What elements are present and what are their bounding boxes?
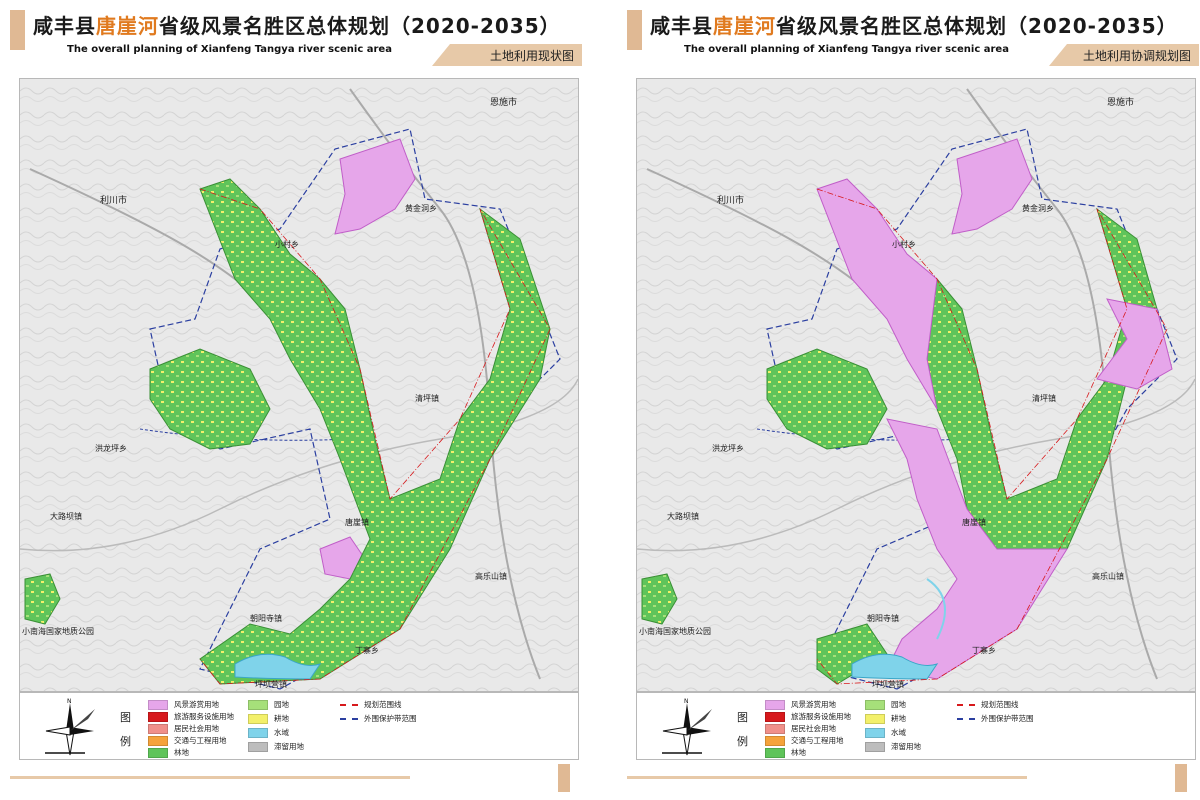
legend-head-1: 图 — [120, 711, 131, 724]
legend-item-water: 水域 — [248, 727, 289, 738]
page-title: 咸丰县唐崖河省级风景名胜区总体规划（2020-2035） — [650, 14, 1178, 38]
page-title-en: The overall planning of Xianfeng Tangya … — [67, 44, 392, 55]
label-dalubajiao: 大路坝镇 — [667, 511, 699, 521]
label-enshi: 恩施市 — [490, 96, 517, 108]
label-qingping: 清坪镇 — [1032, 393, 1056, 403]
label-gaoleshan: 高乐山镇 — [1092, 571, 1124, 581]
svg-text:N: N — [67, 698, 72, 705]
legend-item-reserved: 滞留用地 — [865, 741, 921, 752]
north-arrow-icon: N — [662, 698, 712, 756]
label-lichuan: 利川市 — [717, 194, 744, 206]
legend-head-1: 图 — [737, 711, 748, 724]
label-dingzhai: 丁寨乡 — [355, 645, 379, 655]
page-title-en: The overall planning of Xianfeng Tangya … — [684, 44, 1009, 55]
legend-item-water: 水域 — [865, 727, 906, 738]
footer-block — [1175, 764, 1187, 792]
label-tangya: 唐崖镇 — [345, 517, 369, 527]
legend-head-2: 例 — [120, 735, 131, 748]
legend-item-farmland: 耕地 — [248, 713, 289, 724]
title-accent-bar — [627, 10, 642, 50]
map-planned[interactable]: 恩施市 利川市 黄金洞乡 小村乡 清坪镇 洪龙坪乡 大路坝镇 唐崖镇 高乐山镇 … — [636, 78, 1196, 692]
legend-item-garden: 园地 — [248, 699, 289, 710]
label-chaoyangsi: 朝阳寺镇 — [867, 613, 899, 623]
legend-item-buffer-boundary: 外围保护带范围 — [957, 713, 1034, 724]
legend-item-farmland: 耕地 — [865, 713, 906, 724]
north-arrow-icon: N — [45, 698, 95, 756]
map-current[interactable]: 恩施市 利川市 黄金洞乡 小村乡 清坪镇 洪龙坪乡 大路坝镇 唐崖镇 高乐山镇 … — [19, 78, 579, 692]
map-canvas: 恩施市 利川市 黄金洞乡 小村乡 清坪镇 洪龙坪乡 大路坝镇 唐崖镇 高乐山镇 … — [20, 79, 578, 691]
legend-item-scenic: 风景游赏用地 — [765, 699, 836, 710]
legend-item-resident: 居民社会用地 — [148, 723, 219, 734]
label-park: 小南海国家地质公园 — [639, 626, 711, 636]
label-huangjindong: 黄金洞乡 — [1022, 203, 1054, 213]
legend-item-resident: 居民社会用地 — [765, 723, 836, 734]
svg-text:N: N — [684, 698, 689, 705]
panel-planned-landuse: 咸丰县唐崖河省级风景名胜区总体规划（2020-2035） The overall… — [622, 0, 1200, 800]
footer-block — [558, 764, 570, 792]
map-canvas: 恩施市 利川市 黄金洞乡 小村乡 清坪镇 洪龙坪乡 大路坝镇 唐崖镇 高乐山镇 … — [637, 79, 1195, 691]
footer-line — [10, 776, 410, 779]
legend: N 图 例 风景游赏用地 旅游服务设施用地 居民社会用地 交通与工程用地 林地 … — [19, 692, 579, 760]
legend-item-scenic: 风景游赏用地 — [148, 699, 219, 710]
label-enshi: 恩施市 — [1107, 96, 1134, 108]
label-huangjindong: 黄金洞乡 — [405, 203, 437, 213]
label-park: 小南海国家地质公园 — [22, 626, 94, 636]
subtitle-box — [432, 44, 582, 66]
legend-item-plan-boundary: 规划范围线 — [957, 699, 1019, 710]
panel-current-landuse: 咸丰县唐崖河省级风景名胜区总体规划（2020-2035） The overall… — [5, 0, 590, 800]
label-dalubajiao: 大路坝镇 — [50, 511, 82, 521]
legend-item-buffer-boundary: 外围保护带范围 — [340, 713, 417, 724]
legend: N 图 例 风景游赏用地 旅游服务设施用地 居民社会用地 交通与工程用地 林地 … — [636, 692, 1196, 760]
label-hongshiping: 洪龙坪乡 — [712, 443, 744, 453]
label-qingping: 清坪镇 — [415, 393, 439, 403]
label-gaoleshan: 高乐山镇 — [475, 571, 507, 581]
legend-head-2: 例 — [737, 735, 748, 748]
title-accent-bar — [10, 10, 25, 50]
map-subtitle: 土地利用现状图 — [489, 49, 574, 63]
label-pingbaying: 坪坝营镇 — [872, 679, 904, 689]
subtitle-box — [1049, 44, 1199, 66]
legend-item-service: 旅游服务设施用地 — [148, 711, 234, 722]
legend-item-reserved: 滞留用地 — [248, 741, 304, 752]
legend-item-forest: 林地 — [765, 747, 806, 758]
label-chaoyangsi: 朝阳寺镇 — [250, 613, 282, 623]
page-title: 咸丰县唐崖河省级风景名胜区总体规划（2020-2035） — [33, 14, 561, 38]
legend-item-traffic: 交通与工程用地 — [765, 735, 844, 746]
legend-item-forest: 林地 — [148, 747, 189, 758]
label-dingzhai: 丁寨乡 — [972, 645, 996, 655]
legend-item-service: 旅游服务设施用地 — [765, 711, 851, 722]
label-xiaocun: 小村乡 — [275, 239, 299, 249]
footer-line — [627, 776, 1027, 779]
label-hongshiping: 洪龙坪乡 — [95, 443, 127, 453]
label-pingbaying: 坪坝营镇 — [255, 679, 287, 689]
label-tangya: 唐崖镇 — [962, 517, 986, 527]
legend-item-plan-boundary: 规划范围线 — [340, 699, 402, 710]
label-lichuan: 利川市 — [100, 194, 127, 206]
legend-item-garden: 园地 — [865, 699, 906, 710]
map-subtitle: 土地利用协调规划图 — [1082, 49, 1191, 63]
label-xiaocun: 小村乡 — [892, 239, 916, 249]
legend-item-traffic: 交通与工程用地 — [148, 735, 227, 746]
